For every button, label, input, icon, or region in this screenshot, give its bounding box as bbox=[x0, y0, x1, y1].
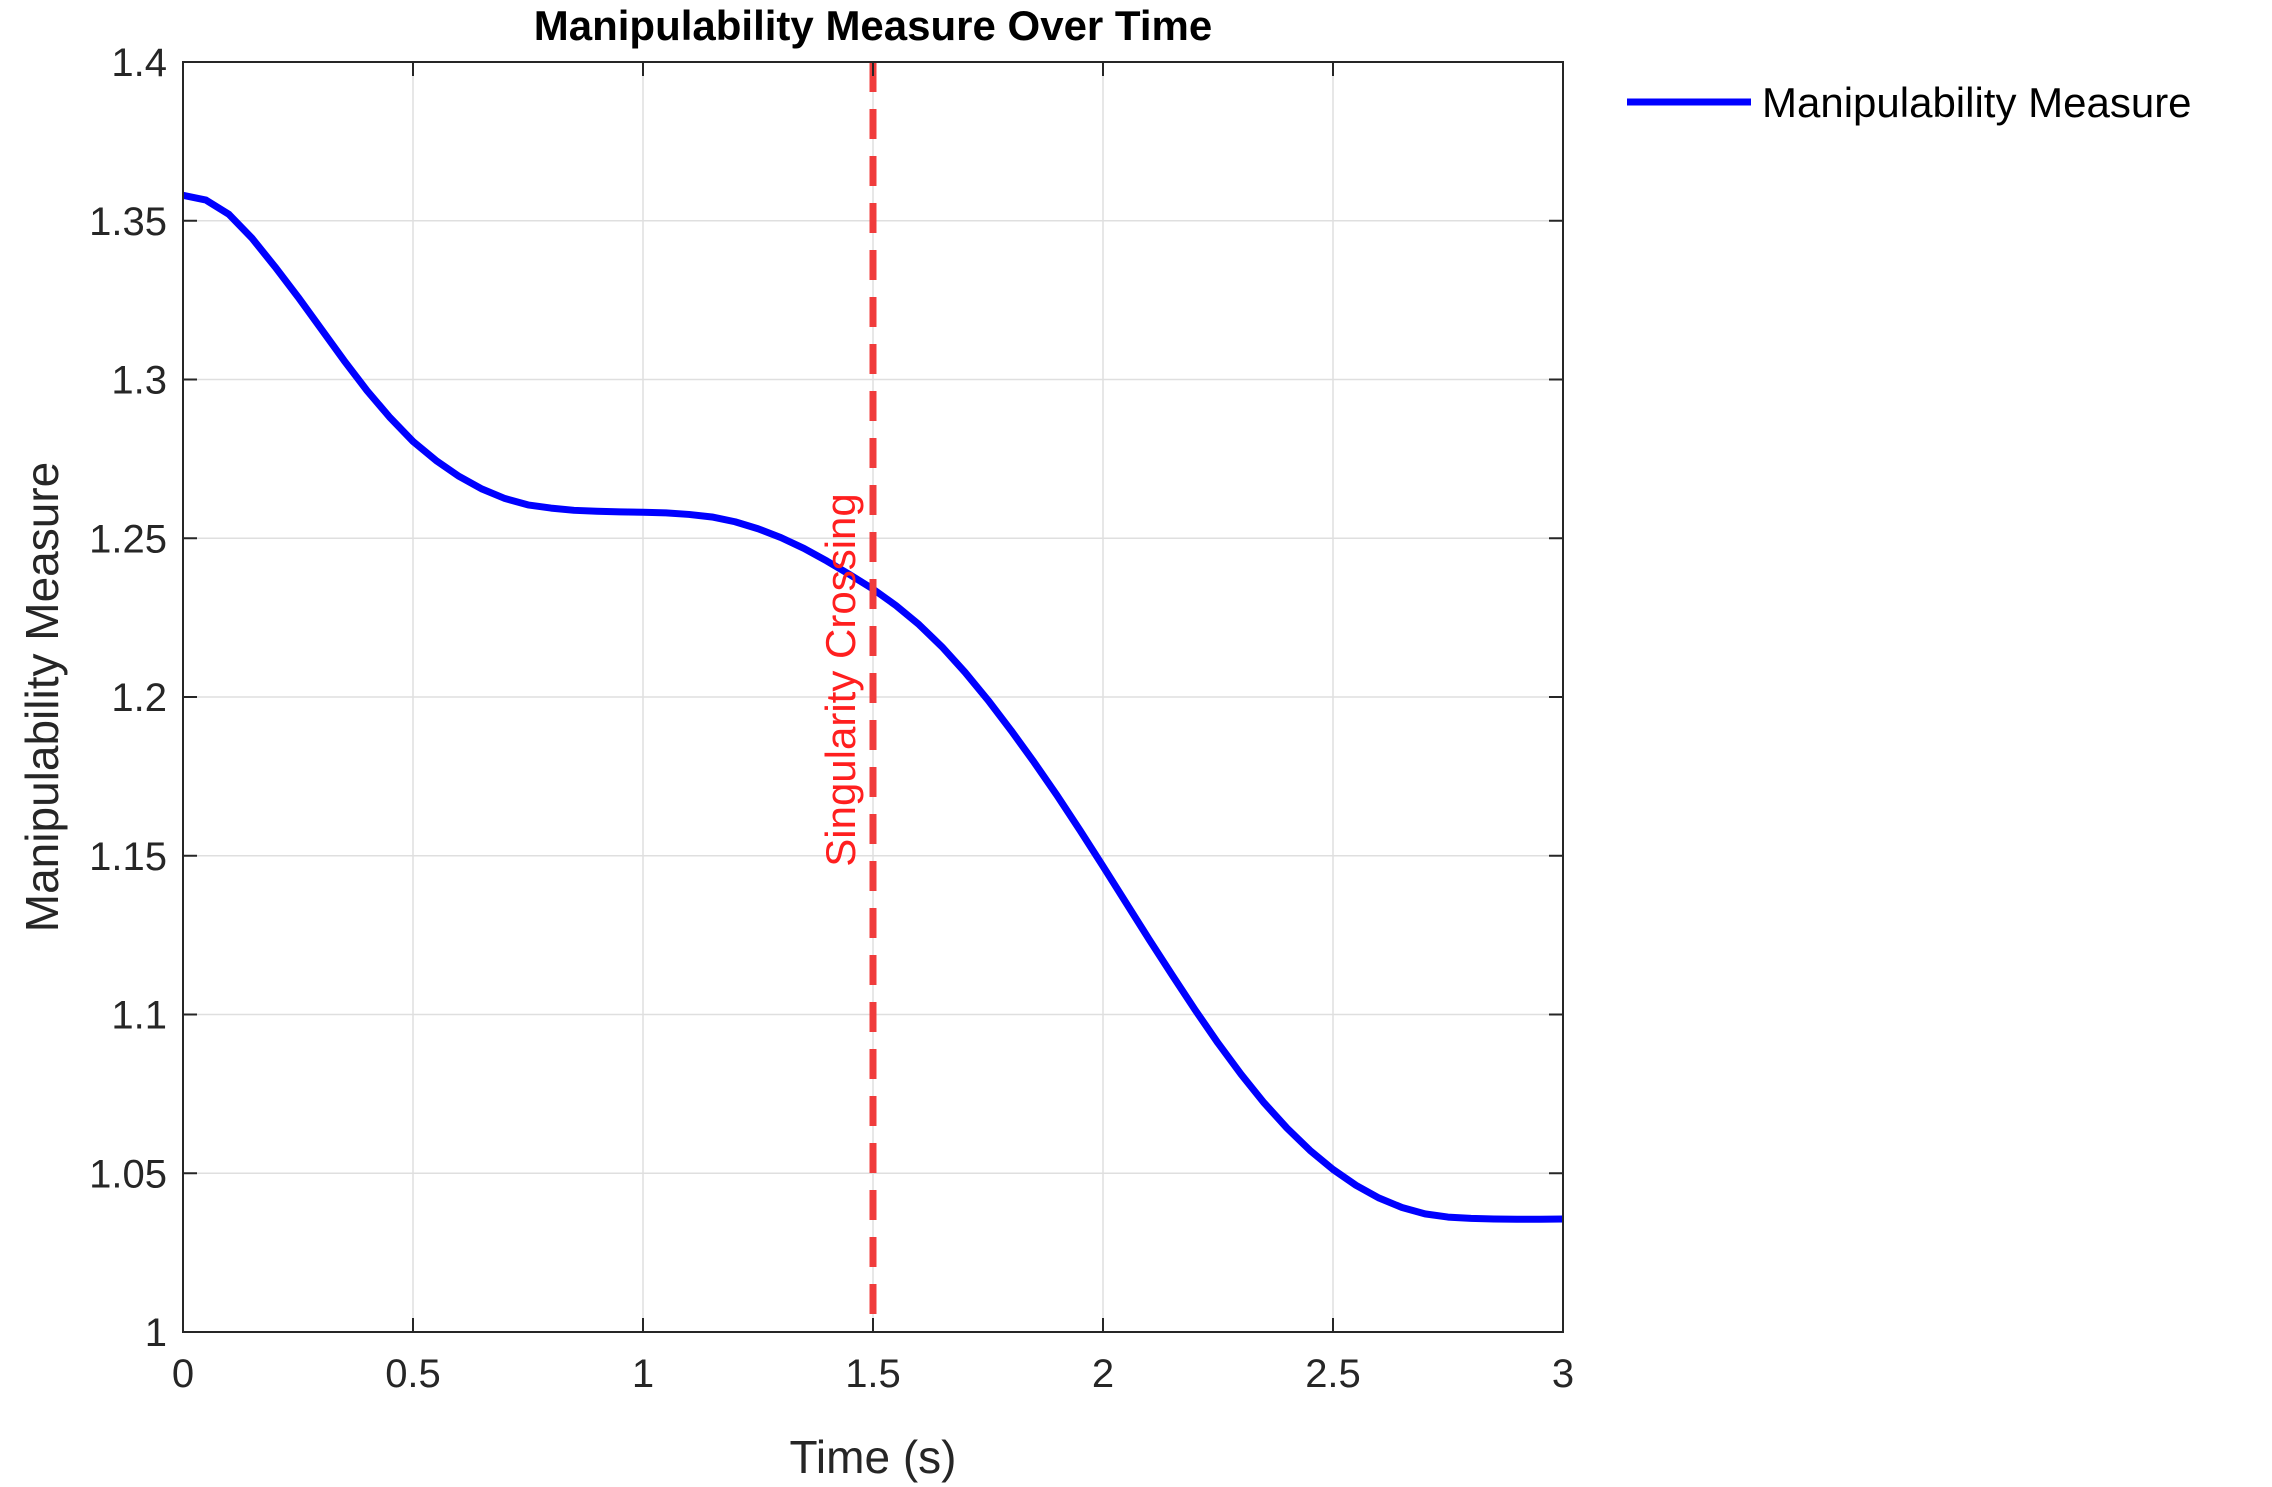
x-tick-label: 1 bbox=[632, 1352, 654, 1396]
y-tick-label: 1 bbox=[145, 1311, 167, 1355]
annotations-group: Singularity Crossing bbox=[817, 62, 877, 1332]
x-axis-label: Time (s) bbox=[790, 1431, 957, 1483]
y-tick-label: 1.3 bbox=[111, 359, 167, 403]
legend: Manipulability Measure bbox=[1627, 79, 2192, 126]
chart-title: Manipulability Measure Over Time bbox=[534, 2, 1212, 49]
ticks-group: 0 0.5 1 1.5 2 2.5 3 1 1.05 1.1 1.15 1.2 1.25 1.3 1.35 1… bbox=[89, 41, 1574, 1396]
y-tick-label: 1.05 bbox=[89, 1152, 167, 1196]
y-tick-label: 1.2 bbox=[111, 676, 167, 720]
x-tick-label: 2.5 bbox=[1305, 1352, 1361, 1396]
x-tick-label: 3 bbox=[1552, 1352, 1574, 1396]
x-tick-label: 1.5 bbox=[845, 1352, 901, 1396]
y-tick-label: 1.15 bbox=[89, 835, 167, 879]
y-axis-label: Manipulability Measure bbox=[16, 462, 68, 932]
singularity-label: Singularity Crossing bbox=[817, 493, 864, 867]
y-tick-label: 1.25 bbox=[89, 517, 167, 561]
y-tick-label: 1.35 bbox=[89, 200, 167, 244]
x-tick-label: 2 bbox=[1092, 1352, 1114, 1396]
x-tick-label: 0.5 bbox=[385, 1352, 441, 1396]
y-tick-label: 1.1 bbox=[111, 994, 167, 1038]
legend-label: Manipulability Measure bbox=[1762, 79, 2192, 126]
y-tick-label: 1.4 bbox=[111, 41, 167, 85]
x-tick-label: 0 bbox=[172, 1352, 194, 1396]
